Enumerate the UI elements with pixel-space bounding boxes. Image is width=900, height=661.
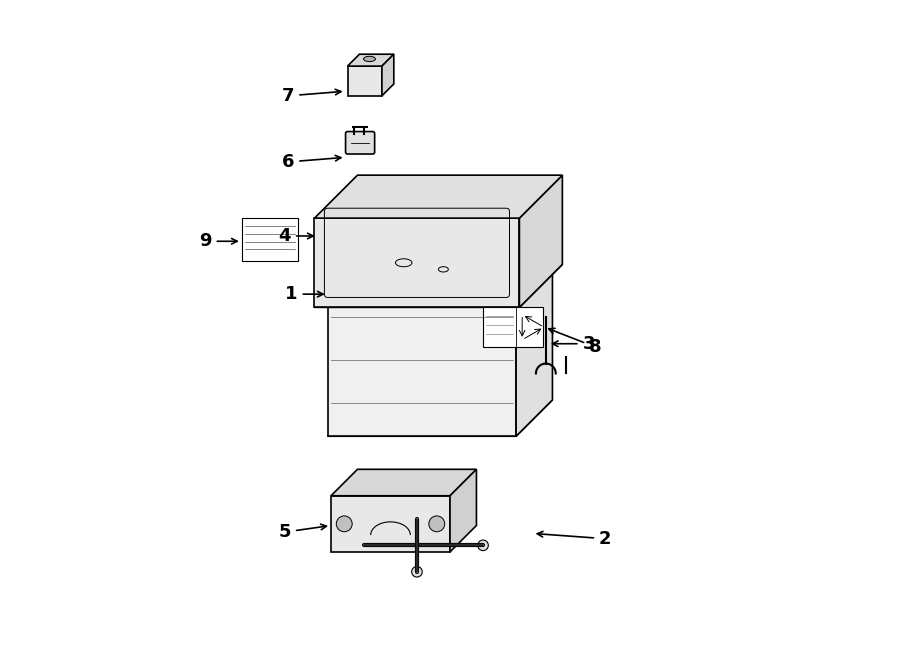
Circle shape: [411, 514, 422, 524]
Circle shape: [410, 539, 424, 552]
Polygon shape: [314, 175, 562, 218]
Bar: [242, 218, 298, 261]
Polygon shape: [331, 496, 450, 552]
Ellipse shape: [423, 251, 453, 260]
Text: 3: 3: [553, 334, 595, 353]
Polygon shape: [516, 245, 553, 436]
Circle shape: [337, 516, 352, 531]
FancyBboxPatch shape: [346, 132, 374, 154]
Text: 9: 9: [199, 232, 237, 251]
Polygon shape: [341, 250, 365, 264]
Ellipse shape: [423, 233, 453, 241]
Polygon shape: [423, 237, 453, 256]
Polygon shape: [328, 400, 553, 436]
Ellipse shape: [380, 239, 406, 247]
Text: 6: 6: [282, 153, 341, 171]
Polygon shape: [494, 262, 518, 268]
Circle shape: [359, 540, 369, 551]
Polygon shape: [450, 469, 476, 552]
Ellipse shape: [380, 255, 406, 263]
Polygon shape: [347, 54, 394, 66]
Polygon shape: [347, 66, 382, 96]
Circle shape: [428, 516, 445, 531]
Polygon shape: [519, 175, 562, 307]
Polygon shape: [314, 218, 519, 307]
Ellipse shape: [341, 261, 365, 268]
Polygon shape: [314, 264, 562, 307]
Text: 8: 8: [549, 329, 602, 356]
Polygon shape: [382, 54, 394, 96]
Text: 5: 5: [278, 523, 327, 541]
Polygon shape: [418, 262, 443, 268]
Polygon shape: [469, 262, 492, 268]
Polygon shape: [444, 262, 467, 268]
Text: 1: 1: [285, 285, 323, 303]
Polygon shape: [380, 243, 406, 259]
Ellipse shape: [364, 56, 375, 61]
Polygon shape: [328, 245, 553, 281]
Ellipse shape: [341, 247, 365, 254]
Text: 4: 4: [278, 227, 313, 245]
Text: 7: 7: [282, 87, 341, 105]
Text: 2: 2: [537, 529, 612, 548]
Bar: [483, 307, 543, 347]
Polygon shape: [328, 281, 516, 436]
Circle shape: [411, 566, 422, 577]
Circle shape: [478, 540, 489, 551]
Polygon shape: [331, 469, 476, 496]
